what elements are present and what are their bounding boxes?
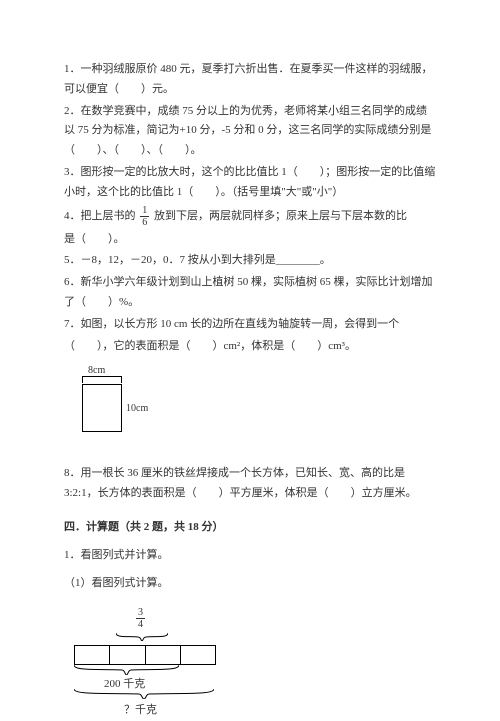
fraction-denominator: 4 bbox=[136, 619, 145, 630]
question-7a: 7．如图，以长方形 10 cm 长的边所在直线为轴旋转一周，会得到一个 bbox=[64, 315, 436, 335]
question-5: 5．－8，12，－20，0．7 按从小到大排列是________。 bbox=[64, 251, 436, 271]
bar-segment bbox=[146, 646, 181, 664]
section-4-title: 四．计算题（共 2 题，共 18 分） bbox=[64, 518, 436, 538]
calc-q1: 1．看图列式并计算。 bbox=[64, 546, 436, 566]
brace-bottom bbox=[74, 689, 214, 699]
bracket-diagram: 3 4 200 千克 ？千克 bbox=[64, 607, 234, 717]
q4-text-b: 放到下层，两层就同样多；原来上层与下层本数的比 bbox=[154, 210, 407, 222]
question-4-line2: 是（ ）。 bbox=[64, 230, 436, 250]
bar-segment bbox=[110, 646, 145, 664]
bar-segment bbox=[181, 646, 215, 664]
fraction-denominator: 6 bbox=[140, 217, 149, 228]
rect-box bbox=[82, 384, 122, 432]
question-8: 8．用一根长 36 厘米的铁丝焊接成一个长方体，已知长、宽、高的比是 3:2:1… bbox=[64, 464, 436, 504]
q4-text-a: 4．把上层书的 bbox=[64, 210, 136, 222]
rectangle-diagram: 8cm 10cm bbox=[64, 366, 184, 436]
fraction-numerator: 3 bbox=[136, 607, 145, 619]
question-3: 3．图形按一定的比放大时，这个的比比值比 1（ ）；图形按一定的比值缩小时，这个… bbox=[64, 163, 436, 203]
calc-q1-sub: （1）看图列式计算。 bbox=[64, 574, 436, 594]
label-question-kg: ？千克 bbox=[124, 701, 157, 721]
question-7b: （ ），它的表面积是（ ）cm²，体积是（ ）cm³。 bbox=[64, 337, 436, 357]
fraction-1-6: 1 6 bbox=[140, 205, 149, 228]
segment-bar bbox=[74, 645, 216, 665]
brace-middle bbox=[74, 665, 179, 675]
rect-top-bracket bbox=[82, 376, 122, 383]
question-6: 6．新华小学六年级计划到山上植树 50 棵，实际植树 65 棵，实际比计划增加了… bbox=[64, 273, 436, 313]
rect-side-label: 10cm bbox=[126, 400, 148, 418]
brace-top bbox=[116, 633, 168, 641]
fraction-3-4: 3 4 bbox=[136, 607, 145, 630]
bar-segment bbox=[75, 646, 110, 664]
fraction-numerator: 1 bbox=[140, 205, 149, 217]
question-4: 4．把上层书的 1 6 放到下层，两层就同样多；原来上层与下层本数的比 bbox=[64, 205, 436, 228]
question-1: 1．一种羽绒服原价 480 元，夏季打六折出售．在夏季买一件这样的羽绒服，可以便… bbox=[64, 60, 436, 100]
question-2: 2．在数学竞赛中，成绩 75 分以上的为优秀，老师将某小组三名同学的成绩以 75… bbox=[64, 102, 436, 161]
